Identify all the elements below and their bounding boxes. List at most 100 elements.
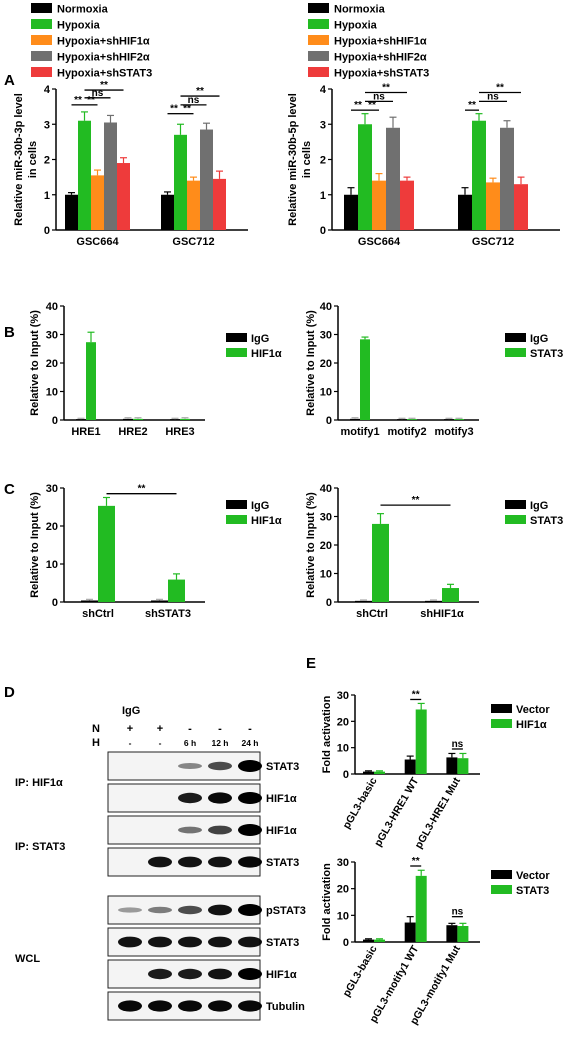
bar	[404, 922, 416, 942]
y-tick-label: 30	[46, 483, 58, 495]
legend-swatch	[31, 67, 52, 77]
significance-label: **	[412, 495, 420, 506]
y-tick-label: 20	[337, 716, 349, 728]
significance-label: **	[468, 100, 476, 111]
y-tick-label: 3	[44, 119, 50, 131]
blot-band	[178, 763, 202, 769]
y-axis-label: Relative to Input (%)	[29, 310, 41, 416]
blot-band	[148, 906, 172, 914]
y-tick-label: 30	[46, 330, 58, 342]
blot-band	[208, 761, 232, 771]
blot-band	[178, 792, 202, 804]
significance-label: ns	[188, 95, 200, 106]
legend-label: IgG	[530, 333, 548, 345]
legend-swatch	[226, 515, 247, 524]
significance-label: **	[138, 484, 146, 495]
bar	[386, 127, 400, 230]
panel-letter-E: E	[306, 655, 316, 672]
legend-label: Hypoxia+shSTAT3	[57, 68, 152, 80]
legend-swatch	[31, 19, 52, 29]
x-tick-label: GSC664	[76, 236, 119, 248]
blot-band	[238, 824, 262, 836]
igg-label: IgG	[122, 705, 140, 717]
blot-band	[178, 856, 202, 868]
bar	[91, 175, 104, 230]
bar	[397, 419, 407, 420]
bar	[374, 939, 385, 942]
blot-band	[238, 904, 262, 916]
y-tick-label: 0	[52, 415, 58, 427]
blot-label: HIF1α	[266, 825, 297, 837]
legend-label: STAT3	[530, 515, 563, 527]
blot-band	[208, 856, 232, 868]
legend-swatch	[308, 35, 329, 45]
legend-label: Hypoxia+shHIF2α	[334, 52, 427, 64]
blot-band	[238, 968, 262, 980]
blot-band	[178, 936, 202, 948]
y-axis-label: Relative to Input (%)	[29, 492, 41, 598]
y-tick-label: 30	[337, 857, 349, 869]
y-tick-label: 20	[46, 521, 58, 533]
panel-letter-A: A	[4, 72, 15, 89]
y-tick-label: 3	[320, 119, 326, 131]
y-axis-label: Relative to Input (%)	[305, 310, 317, 416]
y-tick-label: 30	[320, 512, 332, 524]
legend-swatch	[505, 348, 526, 357]
bar	[444, 419, 454, 420]
legend-swatch	[505, 500, 526, 509]
blot-band	[208, 968, 232, 980]
y-tick-label: 0	[44, 225, 50, 237]
significance-label: **	[87, 95, 95, 106]
western-blot-panel: IgG NH + + - - - - - 6 h 12 h 24 h IP: HIF1α STAT3 HIF…	[15, 705, 306, 1021]
legend-label: Hypoxia	[57, 20, 101, 32]
legend-swatch	[226, 348, 247, 357]
x-tick-label: pGL3-basic	[341, 775, 380, 831]
x-tick-label: shHIF1α	[420, 608, 464, 620]
x-tick-label: GSC712	[472, 236, 514, 248]
bar	[500, 127, 514, 230]
blot-band	[238, 936, 262, 948]
bar	[372, 523, 389, 602]
y-tick-label: 30	[337, 690, 349, 702]
y-axis-label: in cells	[27, 141, 39, 178]
blot-label: pSTAT3	[266, 905, 306, 917]
y-tick-label: 20	[337, 884, 349, 896]
blot-band	[208, 1000, 232, 1012]
bar	[358, 124, 372, 230]
h-row-value: 6 h	[184, 738, 196, 748]
x-tick-label: motify1	[340, 426, 379, 438]
x-tick-label: motify3	[434, 426, 473, 438]
bar	[446, 925, 458, 942]
blot-label: STAT3	[266, 937, 299, 949]
h-row-label: H	[92, 737, 100, 749]
legend-swatch	[491, 870, 512, 879]
blot-band	[148, 1000, 172, 1012]
y-tick-label: 2	[320, 155, 326, 167]
legend-swatch	[491, 719, 512, 728]
bar	[200, 129, 213, 230]
legend-swatch	[308, 19, 329, 29]
legend-label: HIF1α	[251, 348, 282, 360]
legend-label: Hypoxia	[334, 20, 378, 32]
legend-panel-a-left: Normoxia Hypoxia Hypoxia+shHIF1α Hypoxia+sh…	[31, 3, 152, 80]
bar	[187, 180, 200, 230]
legend-swatch	[308, 51, 329, 61]
y-tick-label: 4	[44, 84, 51, 96]
x-tick-label: motify2	[387, 426, 426, 438]
blot-band	[238, 792, 262, 804]
significance-label: ns	[452, 739, 464, 750]
significance-label: ns	[373, 91, 385, 102]
blot-band	[208, 904, 232, 916]
y-tick-label: 10	[46, 559, 58, 571]
y-tick-label: 0	[52, 597, 58, 609]
bar	[117, 163, 130, 230]
blot-band	[178, 1000, 202, 1012]
y-tick-label: 0	[343, 769, 349, 781]
bar	[350, 418, 360, 420]
bar	[180, 418, 190, 420]
